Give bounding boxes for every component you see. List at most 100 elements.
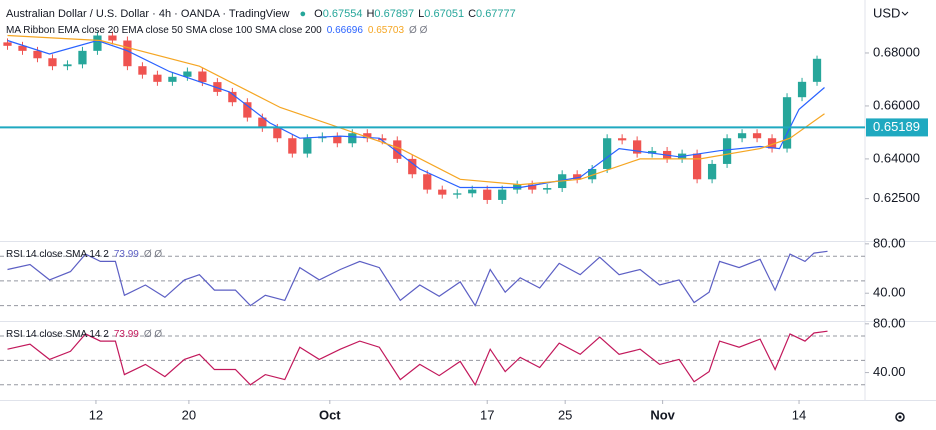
indicator-na: Ø Ø xyxy=(144,329,163,340)
ohlc-value: 0.67777 xyxy=(476,8,516,20)
y-tick-label: 40.00 xyxy=(873,364,906,379)
candle-body xyxy=(498,189,507,200)
y-tick-label: 0.68000 xyxy=(873,44,920,59)
ohlc-value: 0.67051 xyxy=(424,8,464,20)
candle-body xyxy=(722,138,732,164)
candle-body xyxy=(573,174,582,180)
y-tick-label: 40.00 xyxy=(873,285,906,300)
indicator-name: RSI 14 close SMA 14 2 xyxy=(6,249,109,260)
header: Australian Dollar / U.S. Dollar · 4h · O… xyxy=(6,8,516,20)
candle-body xyxy=(18,45,27,51)
indicator-na: Ø Ø xyxy=(409,25,428,36)
candle-body xyxy=(618,138,627,141)
candle-body xyxy=(438,189,447,195)
indicator-value: 73.99 xyxy=(114,329,139,340)
candle-body xyxy=(228,91,237,103)
candle-body xyxy=(63,64,72,67)
x-tick-label: Nov xyxy=(650,407,675,422)
rsi-line xyxy=(7,330,828,387)
candle-body xyxy=(153,74,162,82)
candle-body xyxy=(138,66,147,75)
indicator-header: RSI 14 close SMA 14 2 73.99 Ø Ø xyxy=(6,249,162,260)
candle-body xyxy=(528,184,537,190)
candle-body xyxy=(782,97,792,149)
indicator-header: MA Ribbon EMA close 20 EMA close 50 SMA … xyxy=(6,25,428,36)
indicator-name: MA Ribbon EMA close 20 EMA close 50 SMA … xyxy=(6,25,322,36)
candle-body xyxy=(453,193,462,195)
indicator-value: 0.66696 xyxy=(327,25,364,36)
candle-body xyxy=(33,50,42,59)
candle-body xyxy=(48,58,57,67)
candle-body xyxy=(333,136,342,144)
candle-body xyxy=(3,42,12,46)
y-tick-label: 0.64000 xyxy=(873,150,920,165)
candle-body xyxy=(692,153,702,180)
x-tick-label: 20 xyxy=(182,407,196,422)
candle-body xyxy=(198,71,207,83)
candle-body xyxy=(408,158,417,175)
indicator-value: 73.99 xyxy=(114,249,139,260)
candle-body xyxy=(468,189,477,194)
y-tick-label: 0.62500 xyxy=(873,190,920,205)
candle-body xyxy=(363,133,372,139)
candle-body xyxy=(258,117,267,128)
ohlc-label: H xyxy=(366,8,374,20)
indicator-header: RSI 14 close SMA 14 2 73.99 Ø Ø xyxy=(6,329,162,340)
indicator-na: Ø Ø xyxy=(144,249,163,260)
candle-body xyxy=(543,188,552,190)
candle-body xyxy=(273,127,282,139)
ma-line xyxy=(7,34,825,186)
rsi-line xyxy=(7,250,828,307)
level-label: 0.65189 xyxy=(873,119,920,134)
candle-body xyxy=(93,35,102,51)
indicator-value: 0.65703 xyxy=(368,25,405,36)
indicator-name: RSI 14 close SMA 14 2 xyxy=(6,329,109,340)
candle-body xyxy=(123,40,132,67)
y-tick-label: 0.66000 xyxy=(873,97,920,112)
candle-body xyxy=(423,174,432,190)
candle-body xyxy=(797,81,807,98)
ohlc-value: 0.67554 xyxy=(323,8,363,20)
x-tick-label: Oct xyxy=(319,407,341,422)
title: Australian Dollar / U.S. Dollar · 4h · O… xyxy=(6,8,290,20)
settings-icon[interactable] xyxy=(895,412,905,422)
candle-body xyxy=(633,140,642,154)
ohlc-value: 0.67897 xyxy=(374,8,414,20)
ohlc-label: O xyxy=(314,8,323,20)
candle-body xyxy=(603,138,612,169)
ohlc-label: C xyxy=(468,8,476,20)
candle-body xyxy=(213,82,222,92)
currency[interactable]: USD xyxy=(873,5,900,20)
x-tick-label: 17 xyxy=(480,407,494,422)
candle-body xyxy=(183,71,192,77)
candle-body xyxy=(108,35,117,41)
ma-line xyxy=(7,39,825,189)
candle-body xyxy=(348,133,357,144)
y-tick-label: 80.00 xyxy=(873,235,906,250)
candle-body xyxy=(588,168,597,180)
y-tick-label: 80.00 xyxy=(873,315,906,330)
status-dot: ● xyxy=(299,8,306,20)
candle-body xyxy=(707,163,717,180)
candle-body xyxy=(378,138,387,141)
candle-body xyxy=(767,138,777,149)
candle-body xyxy=(812,58,822,82)
x-tick-label: 12 xyxy=(89,407,103,422)
candle-body xyxy=(168,76,177,82)
currency-chevron[interactable] xyxy=(901,11,909,16)
candle-body xyxy=(752,133,762,139)
candle-body xyxy=(78,50,87,65)
candle-body xyxy=(393,140,402,159)
candle-body xyxy=(483,189,492,200)
candle-body xyxy=(243,102,252,118)
level-label-box xyxy=(866,118,928,137)
candle-body xyxy=(648,150,657,154)
x-tick-label: 14 xyxy=(792,407,806,422)
candle-body xyxy=(737,133,747,139)
ohlc-label: L xyxy=(418,8,424,20)
x-tick-label: 25 xyxy=(558,407,572,422)
candle-body xyxy=(303,138,312,154)
candle-body xyxy=(288,138,297,154)
